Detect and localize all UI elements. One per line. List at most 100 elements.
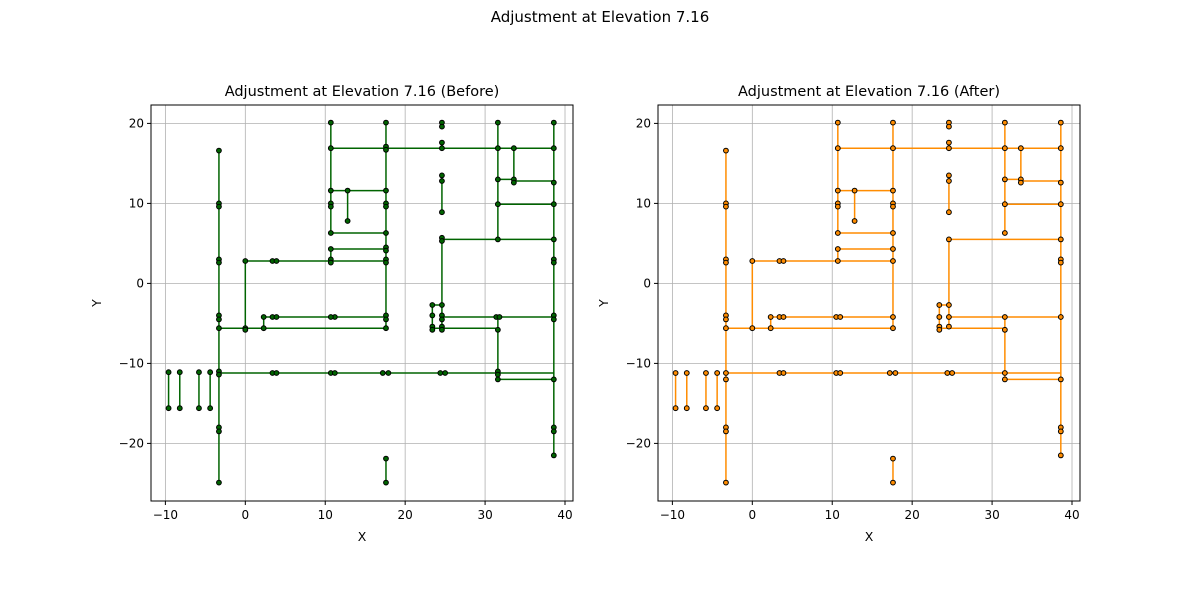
after-node-point bbox=[890, 203, 896, 210]
after-node-point bbox=[683, 370, 690, 376]
before-node-point bbox=[439, 209, 445, 216]
after-node-point bbox=[946, 323, 952, 330]
before-node-point bbox=[439, 178, 445, 184]
after-ytick-label: −10 bbox=[626, 356, 651, 370]
after-xtick-label: 20 bbox=[905, 508, 920, 522]
after-node-point bbox=[949, 370, 956, 376]
before-node-point bbox=[383, 455, 389, 462]
after-node-point bbox=[946, 314, 952, 320]
before-node-point bbox=[383, 479, 389, 486]
after-node-point bbox=[1001, 201, 1008, 208]
after-node-point bbox=[837, 370, 844, 376]
before-node-point bbox=[439, 139, 445, 146]
after-xtick-label: 0 bbox=[748, 508, 756, 522]
after-node-point bbox=[780, 314, 787, 320]
before-node-point bbox=[216, 316, 222, 323]
before-node-point bbox=[327, 203, 334, 210]
before-node-point bbox=[550, 316, 557, 323]
before-axes-frame bbox=[150, 104, 574, 502]
before-node-point bbox=[331, 370, 338, 376]
after-node-point bbox=[1057, 452, 1064, 459]
before-node-point bbox=[165, 405, 172, 412]
after-node-point bbox=[1057, 314, 1064, 320]
before-ytick-label: 10 bbox=[129, 196, 144, 210]
after-node-point bbox=[1057, 119, 1064, 126]
after-xtick-label: 10 bbox=[825, 508, 840, 522]
before-node-point bbox=[429, 326, 436, 333]
before-node-point bbox=[379, 370, 386, 376]
before-node-point bbox=[550, 179, 557, 186]
after-node-point bbox=[749, 258, 756, 264]
before-node-point bbox=[327, 259, 334, 266]
after-node-point bbox=[890, 246, 896, 252]
after-node-point bbox=[890, 325, 896, 332]
before-node-point bbox=[383, 247, 389, 254]
before-node-point bbox=[216, 147, 222, 154]
before-xlabel: X bbox=[358, 529, 367, 544]
before-node-point bbox=[494, 236, 501, 243]
after-xtick-label: 30 bbox=[984, 508, 999, 522]
before-node-point bbox=[439, 326, 445, 333]
before-node-point bbox=[510, 179, 517, 186]
before-node-point bbox=[383, 316, 389, 323]
after-node-point bbox=[834, 246, 841, 252]
before-node-point bbox=[550, 428, 557, 435]
after-node-point bbox=[1017, 145, 1024, 152]
before-node-point bbox=[176, 405, 183, 412]
after-node-point bbox=[672, 370, 679, 376]
after-node-point bbox=[1001, 314, 1008, 320]
after-node-point bbox=[890, 187, 896, 194]
after-node-point bbox=[1001, 145, 1008, 152]
after-node-point bbox=[1057, 236, 1064, 243]
after-node-point bbox=[851, 187, 858, 194]
before-node-point bbox=[216, 428, 222, 435]
after-ytick-label: 20 bbox=[636, 116, 651, 130]
before-node-point bbox=[196, 369, 202, 376]
before-node-point bbox=[327, 187, 334, 194]
after-node-point bbox=[946, 209, 952, 216]
before-node-point bbox=[327, 314, 334, 320]
before-node-point bbox=[439, 238, 445, 244]
before-ytick-label: 0 bbox=[136, 276, 144, 290]
before-node-point bbox=[273, 370, 280, 376]
after-node-point bbox=[1057, 376, 1064, 383]
before-node-point bbox=[550, 201, 557, 208]
before-xtick-label: 20 bbox=[398, 508, 413, 522]
before-node-point bbox=[429, 302, 436, 308]
before-node-point bbox=[494, 145, 501, 152]
before-node-point bbox=[494, 326, 501, 333]
before-node-point bbox=[327, 145, 334, 152]
after-node-point bbox=[1057, 201, 1064, 208]
before-node-point bbox=[494, 371, 501, 378]
after-node-point bbox=[946, 236, 952, 243]
before-node-point bbox=[196, 405, 202, 412]
before-node-point bbox=[550, 145, 557, 152]
before-node-point bbox=[344, 218, 351, 224]
after-node-point bbox=[723, 376, 729, 383]
before-node-point bbox=[260, 325, 267, 332]
after-node-point bbox=[703, 370, 709, 376]
after-node-point bbox=[723, 325, 729, 332]
before-node-point bbox=[550, 119, 557, 126]
after-ytick-label: 10 bbox=[636, 196, 651, 210]
after-node-point bbox=[834, 187, 841, 194]
after-node-point bbox=[672, 405, 679, 412]
after-node-point bbox=[936, 314, 943, 320]
after-node-point bbox=[1001, 230, 1008, 236]
after-ylabel: Y bbox=[596, 299, 611, 308]
after-node-point bbox=[936, 302, 943, 308]
after-xtick-label: 40 bbox=[1064, 508, 1079, 522]
after-node-point bbox=[683, 405, 690, 412]
after-node-point bbox=[723, 147, 729, 154]
after-node-point bbox=[723, 259, 729, 266]
before-node-point bbox=[494, 119, 501, 126]
after-node-point bbox=[749, 325, 756, 332]
before-node-point bbox=[383, 119, 389, 126]
before-node-point bbox=[496, 314, 503, 320]
after-node-point bbox=[1001, 376, 1008, 383]
before-node-point bbox=[383, 259, 389, 266]
after-node-point bbox=[1057, 179, 1064, 186]
after-node-point bbox=[946, 139, 952, 146]
after-node-point bbox=[1001, 176, 1008, 183]
before-axes-title: Adjustment at Elevation 7.16 (Before) bbox=[225, 84, 500, 100]
